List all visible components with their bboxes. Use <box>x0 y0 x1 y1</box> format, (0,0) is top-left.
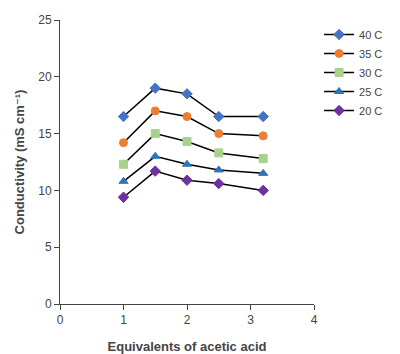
svg-text:40 C: 40 C <box>359 29 382 41</box>
svg-text:2: 2 <box>184 313 191 327</box>
svg-text:20 C: 20 C <box>359 105 382 117</box>
svg-text:30 C: 30 C <box>359 67 382 79</box>
svg-text:0: 0 <box>45 297 52 311</box>
svg-text:25 C: 25 C <box>359 86 382 98</box>
svg-text:15: 15 <box>38 127 52 141</box>
svg-text:Conductivity (mS cm⁻¹): Conductivity (mS cm⁻¹) <box>12 90 27 235</box>
svg-text:1: 1 <box>120 313 127 327</box>
svg-text:35 C: 35 C <box>359 48 382 60</box>
svg-text:Equivalents of acetic acid: Equivalents of acetic acid <box>108 339 267 354</box>
svg-text:20: 20 <box>38 70 52 84</box>
svg-text:5: 5 <box>45 240 52 254</box>
svg-text:10: 10 <box>38 184 52 198</box>
svg-text:25: 25 <box>38 13 52 27</box>
svg-text:0: 0 <box>57 313 64 327</box>
svg-text:3: 3 <box>247 313 254 327</box>
svg-text:4: 4 <box>311 313 318 327</box>
